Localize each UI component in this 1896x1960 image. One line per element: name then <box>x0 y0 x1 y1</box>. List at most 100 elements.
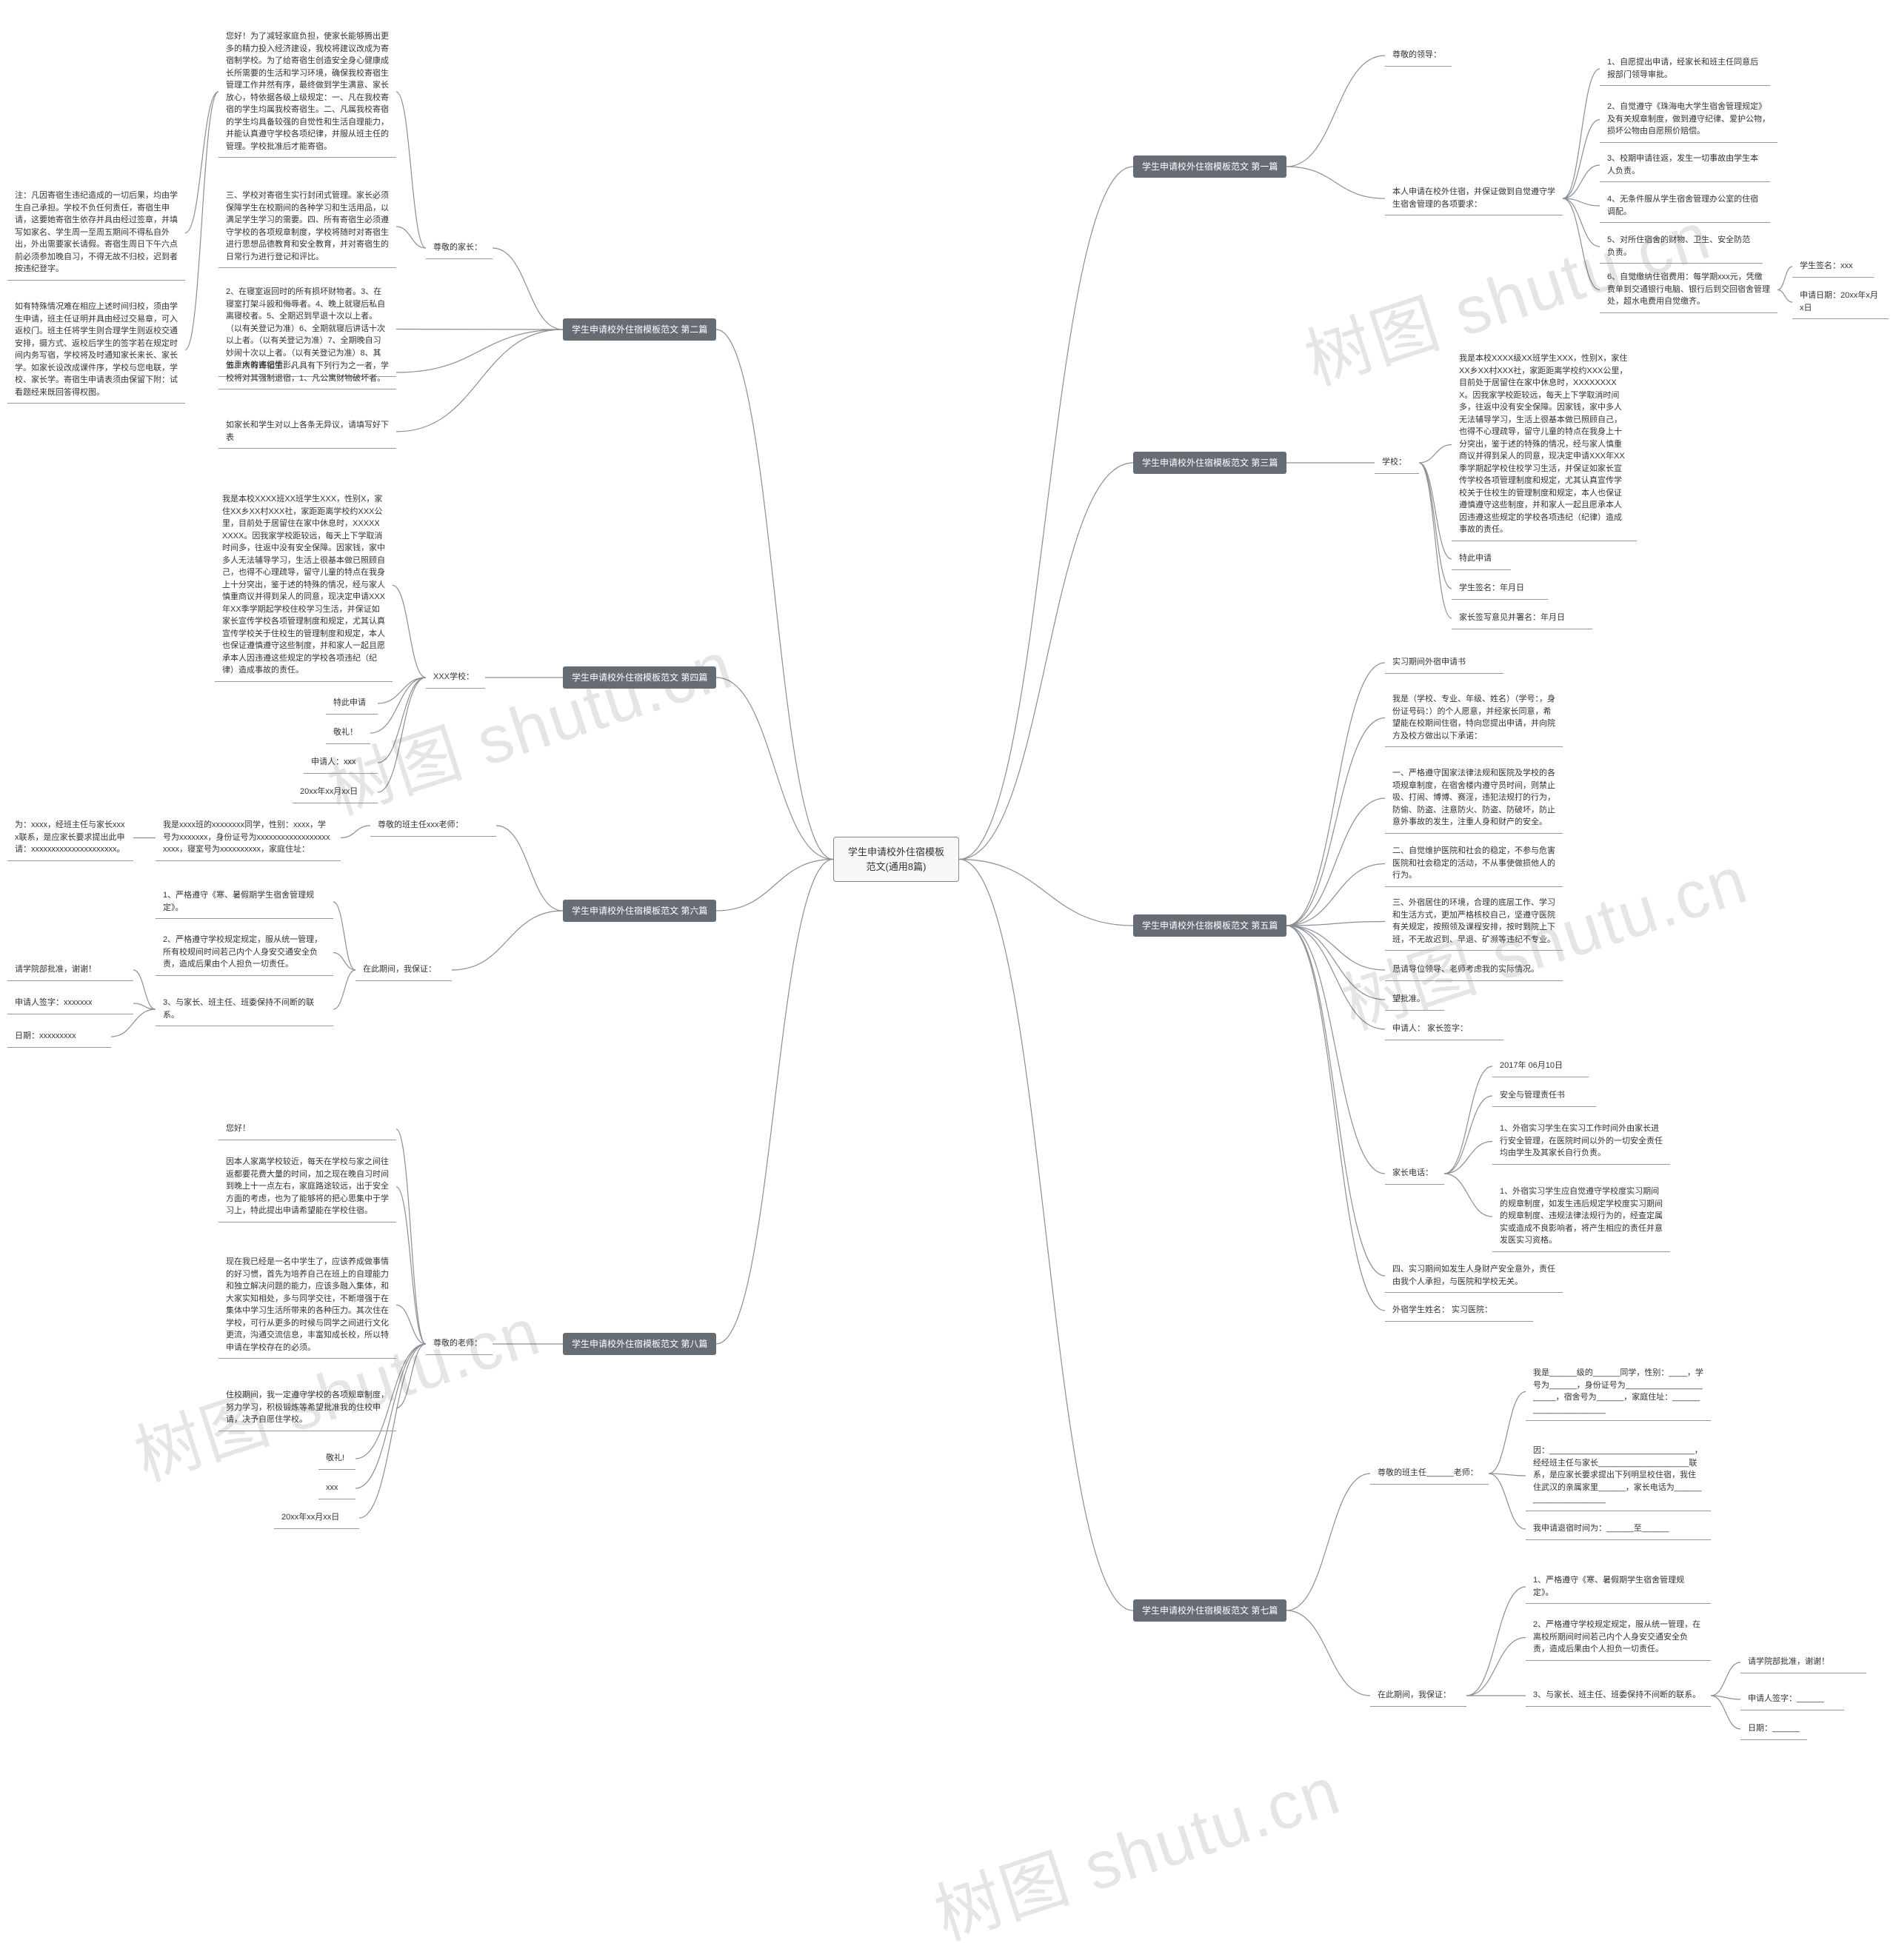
mindmap-link <box>716 860 833 912</box>
mindmap-node: 日期：______ <box>1740 1718 1807 1740</box>
mindmap-node: 申请人签字：______ <box>1740 1688 1844 1710</box>
mindmap-link <box>396 1187 426 1344</box>
mindmap-node: 1、自愿提出申请，经家长和班主任同意后报部门领导审批。 <box>1600 52 1770 86</box>
mindmap-link <box>1563 198 1600 206</box>
mindmap-link <box>716 330 833 860</box>
mindmap-node: 本人申请在校外住宿，并保证做到自觉遵守学生宿舍管理的各项要求： <box>1385 181 1563 215</box>
mindmap-link <box>333 953 356 971</box>
mindmap-node: 尊敬的家长： <box>426 237 493 259</box>
mindmap-link <box>1286 798 1385 926</box>
mindmap-node: 2017年 06月10日 <box>1492 1055 1589 1077</box>
mindmap-link <box>396 1305 426 1345</box>
mindmap-node: 外宿学生姓名： 实习医院： <box>1385 1300 1533 1322</box>
mindmap-link <box>370 678 426 733</box>
mindmap-node: 望批准。 <box>1385 989 1444 1011</box>
mindmap-node: 申请人：xxx <box>304 752 378 774</box>
mindmap-link <box>396 1344 426 1408</box>
mindmap-link <box>959 463 1133 860</box>
mindmap-node: 2、严格遵守学校规定规定，服从统一管理，所有校规间时间若己内个人身安交通安全负责… <box>156 929 333 976</box>
mindmap-node: 一、严格遵守国家法律法规和医院及学校的各项规章制度，在宿舍楼内遵守员时间，则禁止… <box>1385 763 1563 834</box>
mindmap-link <box>333 902 356 970</box>
mindmap-node: 因本人家离学校较近，每天在学校与家之间往返都要花费大量的时间，加之现在晚自习时间… <box>218 1151 396 1223</box>
mindmap-node: 我是xxxx班的xxxxxxxx同学，性别：xxxx，学号为xxxxxxx，身份… <box>156 815 341 861</box>
mindmap-node: 恳请导位领导、老师考虑我的实际情况。 <box>1385 959 1563 981</box>
mindmap-link <box>1711 1696 1740 1729</box>
mindmap-section: 学生申请校外住宿模板范文 第六篇 <box>563 900 716 922</box>
mindmap-link <box>396 92 426 248</box>
mindmap-node: 尊敬的班主任______老师： <box>1370 1462 1489 1485</box>
mindmap-link <box>396 330 563 432</box>
mindmap-node: 请学院部批准，谢谢！ <box>1740 1651 1866 1673</box>
mindmap-link <box>1286 56 1385 167</box>
mindmap-link <box>359 1344 426 1518</box>
mindmap-node: 尊敬的领导： <box>1385 44 1452 67</box>
mindmap-node: 特此申请 <box>326 692 378 715</box>
mindmap-node: 我是______级的______同学，性别：____，学号为______，身份证… <box>1526 1362 1711 1421</box>
watermark: 树图 shutu.cn <box>921 1737 1351 1959</box>
mindmap-node: 1、外宿实习学生应自觉遵守学校度实习期间的规章制度，如发生违后规定学校度实习期间… <box>1492 1181 1670 1252</box>
mindmap-section: 学生申请校外住宿模板范文 第三篇 <box>1133 452 1286 474</box>
mindmap-node: 5、对所住宿舍的财物、卫生、安全防范负责。 <box>1600 230 1763 264</box>
mindmap-node: 如家长和学生对以上各条无异议，请填写好下表 <box>218 415 396 449</box>
mindmap-link <box>185 92 218 233</box>
mindmap-section: 学生申请校外住宿模板范文 第八篇 <box>563 1333 716 1355</box>
mindmap-node: 敬礼! <box>318 1448 356 1470</box>
mindmap-node: 三、学校对寄宿生实行封闭式管理。家长必须保障学生在校期间的各种学习和生活用品，以… <box>218 185 396 268</box>
mindmap-link <box>133 970 156 1009</box>
mindmap-node: 因：________________________________，经经班主任… <box>1526 1440 1711 1511</box>
mindmap-link <box>1419 463 1452 559</box>
mindmap-root: 学生申请校外住宿模板范文(通用8篇) <box>833 837 959 882</box>
mindmap-node: 3、与家长、班主任、班委保持不间断的联系。 <box>1526 1685 1711 1707</box>
mindmap-node: 申请人： 家长签字： <box>1385 1018 1503 1040</box>
mindmap-link <box>393 586 426 678</box>
mindmap-node: 我是本校XXXX级XX班学生XXX，性别X，家住XX乡XX村XXX社，家距距离学… <box>1452 348 1637 541</box>
mindmap-node: 3、与家长、班主任、班委保持不间断的联系。 <box>156 992 333 1026</box>
mindmap-node: 我申请退宿时间为：______至______ <box>1526 1518 1711 1540</box>
mindmap-link <box>1286 926 1385 1174</box>
mindmap-node: 1、外宿实习学生在实习工作时间外由家长进行安全管理，在医院时间以外的一切安全责任… <box>1492 1118 1670 1165</box>
mindmap-link <box>1563 198 1600 247</box>
mindmap-node: 学生签名：年月日 <box>1452 578 1548 600</box>
mindmap-node: 二、自觉维护医院和社会的稳定，不参与危害医院和社会稳定的活动，不从事使做损他人的… <box>1385 840 1563 887</box>
mindmap-link <box>1778 290 1792 303</box>
mindmap-node: 五、所有寄宿生，凡具有下列行为之一者，学校将对其强制退宿，1、凡公寓财物破坏者。 <box>218 355 396 389</box>
mindmap-link <box>1286 926 1385 970</box>
mindmap-node: 1、严格遵守《寒、暑假期学生宿舍管理规定》。 <box>1526 1570 1711 1604</box>
mindmap-node: 家长电话： <box>1385 1163 1444 1185</box>
mindmap-link <box>1563 120 1600 199</box>
mindmap-node: 1、严格遵守《寒、暑假期学生宿舍管理规定》。 <box>156 885 333 919</box>
mindmap-link <box>1444 1142 1492 1174</box>
mindmap-node: 四、实习期间如发生人身财产安全意外，责任由我个人承担，与医院和学校无关。 <box>1385 1259 1563 1293</box>
mindmap-node: 20xx年xx月xx日 <box>293 781 378 803</box>
mindmap-section: 学生申请校外住宿模板范文 第四篇 <box>563 666 716 689</box>
mindmap-link <box>716 678 833 860</box>
mindmap-node: 特此申请 <box>1452 548 1511 570</box>
mindmap-link <box>133 1003 156 1009</box>
mindmap-node: 如有特殊情况难在相应上述时间归校，须由学生申请，班主任证明并具由经过交易章，可入… <box>7 296 185 404</box>
mindmap-link <box>493 248 563 330</box>
mindmap-node: 家长签写意见并署名：年月日 <box>1452 607 1592 629</box>
mindmap-link <box>1419 445 1452 464</box>
mindmap-node: xxx <box>318 1477 356 1499</box>
mindmap-link <box>1444 1096 1492 1174</box>
mindmap-node: 现在我已经是一名中学生了，应该养成做事情的好习惯，首先为培养自己在班上的自理能力… <box>218 1251 396 1359</box>
mindmap-link <box>378 678 426 763</box>
mindmap-link <box>396 330 563 372</box>
mindmap-section: 学生申请校外住宿模板范文 第一篇 <box>1133 155 1286 178</box>
mindmap-section: 学生申请校外住宿模板范文 第五篇 <box>1133 914 1286 937</box>
mindmap-link <box>1778 267 1792 290</box>
mindmap-node: 6、自觉缴纳住宿费用：每学期xxx元，凭缴费单到交通银行电脑、银行后到交回宿舍管… <box>1600 267 1778 313</box>
mindmap-link <box>1286 1474 1370 1611</box>
mindmap-node: 尊敬的老师： <box>426 1333 493 1355</box>
mindmap-node: 尊敬的班主任xxx老师： <box>370 815 496 837</box>
mindmap-link <box>1489 1392 1526 1474</box>
mindmap-node: 申请人签字：xxxxxxx <box>7 992 133 1014</box>
mindmap-link <box>1286 167 1385 198</box>
mindmap-link <box>959 860 1133 1611</box>
mindmap-node: 三、外宿居住的环境，合理的底层工作、学习和生活方式，更加严格核校自己，坚遵守医院… <box>1385 892 1563 951</box>
mindmap-link <box>1419 463 1452 589</box>
mindmap-node: 在此期间，我保证： <box>1370 1685 1466 1707</box>
mindmap-node: 日期：xxxxxxxxx <box>7 1026 111 1048</box>
mindmap-node: 安全与管理责任书 <box>1492 1085 1596 1107</box>
mindmap-node: 学生签名：xxx <box>1792 255 1874 278</box>
